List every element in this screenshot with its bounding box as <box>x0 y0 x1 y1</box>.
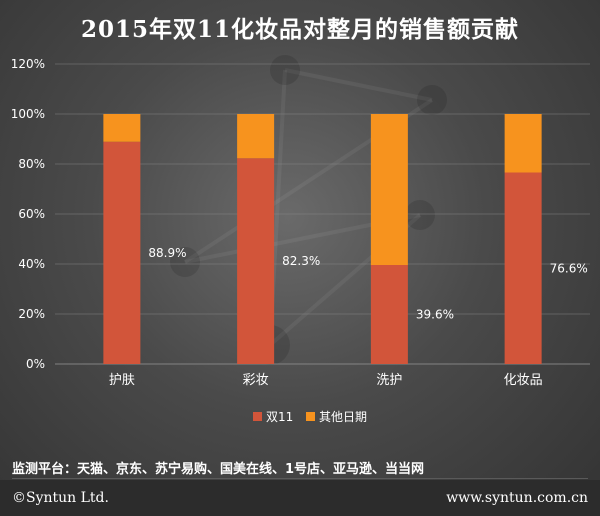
x-tick-label: 彩妆 <box>243 373 269 388</box>
data-label: 39.6% <box>416 308 454 322</box>
y-tick-label: 100% <box>11 107 45 121</box>
y-tick-label: 0% <box>26 357 45 371</box>
y-tick-label: 20% <box>18 307 45 321</box>
decor-circle <box>170 247 200 277</box>
legend-swatch <box>253 412 262 421</box>
chart-title: 2015年双11化妆品对整月的销售额贡献 <box>80 16 520 43</box>
y-tick-label: 40% <box>18 257 45 271</box>
footer: ©Syntun Ltd. www.syntun.com.cn <box>0 480 600 516</box>
source-note: 监测平台：天猫、京东、苏宁易购、国美在线、1号店、亚马逊、当当网 <box>12 462 425 477</box>
y-tick-label: 120% <box>11 57 45 71</box>
website-link[interactable]: www.syntun.com.cn <box>446 490 588 506</box>
bar-segment-double11 <box>370 265 408 364</box>
decor-circle <box>405 200 435 230</box>
y-tick-label: 80% <box>18 157 45 171</box>
x-tick-label: 护肤 <box>109 373 135 388</box>
gridlines <box>55 63 590 365</box>
data-label: 88.9% <box>148 246 186 260</box>
y-axis: 0% 20% 40% 60% 80% 100% 120% <box>11 57 45 371</box>
x-tick-label: 化妆品 <box>504 373 543 388</box>
stacked-bar-chart: 0% 20% 40% 60% 80% 100% 120% 护肤 彩妆 洗护 化妆品 88.9% 82… <box>11 55 590 424</box>
data-labels: 88.9% 82.3% 39.6% 76.6% <box>148 246 587 322</box>
data-label: 76.6% <box>550 261 588 275</box>
bar-segment-other-dates <box>504 114 542 173</box>
y-tick-label: 60% <box>18 207 45 221</box>
divider <box>12 478 588 479</box>
decor-circle <box>417 85 447 115</box>
bar-segment-double11 <box>237 158 275 364</box>
x-axis: 护肤 彩妆 洗护 化妆品 <box>109 373 543 388</box>
bar-segment-other-dates <box>370 114 408 265</box>
bar-segment-other-dates <box>103 114 141 142</box>
bar-segment-double11 <box>504 172 542 364</box>
legend: 双11 其他日期 <box>253 410 367 424</box>
bar-segment-other-dates <box>237 114 275 159</box>
decor-circle <box>270 55 300 85</box>
legend-label: 双11 <box>266 410 293 424</box>
bars <box>103 114 542 364</box>
copyright: ©Syntun Ltd. <box>12 490 109 506</box>
legend-label: 其他日期 <box>319 410 367 424</box>
x-tick-label: 洗护 <box>376 373 402 388</box>
legend-swatch <box>306 412 315 421</box>
decor-line <box>284 68 433 102</box>
bar-segment-double11 <box>103 141 141 364</box>
data-label: 82.3% <box>282 254 320 268</box>
